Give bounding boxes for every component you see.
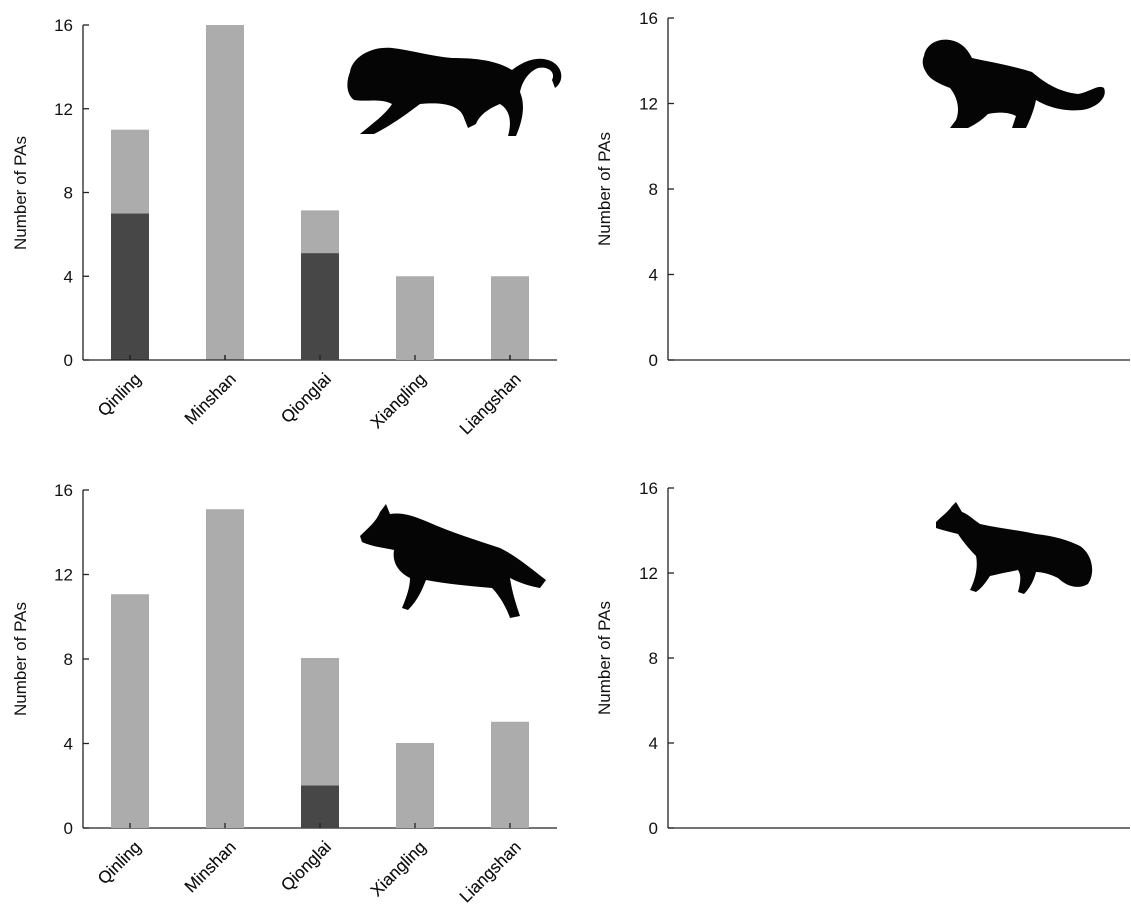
y-tick-label: 12 [54,566,73,585]
snow-leopard-icon [922,39,1105,128]
x-tick-label-qinling: Qinling [94,837,145,888]
bar-segment-minshan-upper [206,509,244,828]
x-tick-label-minshan: Minshan [181,369,240,428]
x-tick-label-minshan: Minshan [181,837,240,896]
y-tick-label: 8 [64,184,73,203]
x-tick-label-qionglai: Qionglai [277,369,335,427]
y-tick-label: 16 [54,16,73,35]
y-tick-label: 12 [639,95,658,114]
bar-segment-liangshan-upper [491,276,529,360]
y-tick-label: 12 [54,100,73,119]
y-tick-label: 12 [639,564,658,583]
y-tick-label: 4 [649,266,658,285]
y-axis-title: Number of PAs [595,601,614,715]
y-axis-title: Number of PAs [11,602,30,716]
bar-segment-liangshan-upper [491,721,529,828]
bar-segment-xiangling-upper [396,743,434,828]
chart-panel-2: 0 4 8 12 16 Qinling Minshan Qionglai Xiangling Li… [94,9,1130,438]
y-tick-label: 4 [649,734,658,753]
bar-segment-xiangling-upper [396,338,434,360]
leopard-icon [347,47,562,136]
bar-segment-qionglai-upper [301,658,339,786]
dhole-icon [360,504,546,618]
x-tick-label-xiangling: Xiangling [367,369,430,432]
chart-panel-1: 0 4 8 12 16 Qinling Minshan Qionglai Xiangling Li… [11,16,562,438]
x-tick-label-xiangling: Xiangling [367,837,430,900]
fox-icon [936,502,1093,594]
x-tick-label-liangshan: Liangshan [456,369,525,438]
chart-panel-4: 0 4 8 12 16 Qinling Minshan Qionglai Xiangling Li… [94,479,1130,906]
bar-segment-qinling-upper [111,129,149,214]
y-tick-label: 8 [649,649,658,668]
x-tick-label-liangshan: Liangshan [456,837,525,906]
y-tick-label: 16 [54,481,73,500]
y-axis-title: Number of PAs [595,132,614,246]
y-tick-label: 4 [64,735,73,754]
x-tick-label-qionglai: Qionglai [277,837,335,895]
bar-segment-qionglai-lower [301,785,339,828]
y-tick-label: 8 [64,650,73,669]
bar-segment-qinling-lower [111,213,149,360]
y-tick-label: 16 [639,479,658,498]
y-tick-label: 0 [649,351,658,370]
bar-segment-qionglai-lower [301,253,339,360]
y-tick-label: 16 [639,9,658,28]
y-tick-label: 0 [64,819,73,838]
y-tick-label: 4 [64,267,73,286]
chart-panel-3: 0 4 8 12 16 Qinling Minshan Qionglai Xiangling Li… [11,481,557,906]
bar-segment-qinling-upper [111,594,149,828]
x-tick-label-qinling: Qinling [94,369,145,420]
y-axis-title: Number of PAs [11,136,30,250]
y-tick-label: 8 [649,180,658,199]
y-tick-label: 0 [64,351,73,370]
bar-segment-qionglai-upper [301,210,339,254]
bar-segment-minshan-upper [206,25,244,360]
y-tick-label: 0 [649,819,658,838]
